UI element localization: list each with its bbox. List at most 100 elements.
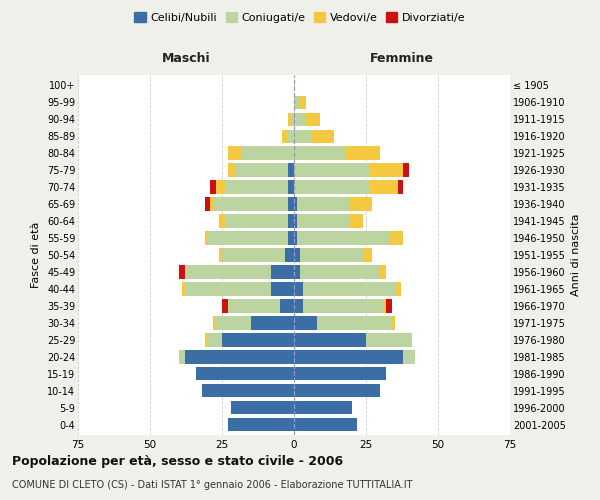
Bar bbox=[294, 384, 380, 398]
Bar bbox=[271, 266, 294, 278]
Bar bbox=[288, 214, 294, 228]
Text: COMUNE DI CLETO (CS) - Dati ISTAT 1° gennaio 2006 - Elaborazione TUTTITALIA.IT: COMUNE DI CLETO (CS) - Dati ISTAT 1° gen… bbox=[12, 480, 413, 490]
Bar bbox=[297, 232, 389, 244]
Bar bbox=[363, 248, 372, 262]
Bar bbox=[230, 401, 294, 414]
Bar bbox=[311, 130, 334, 143]
Bar bbox=[216, 316, 251, 330]
Bar bbox=[288, 112, 291, 126]
Bar bbox=[222, 300, 228, 312]
Bar bbox=[294, 232, 297, 244]
Bar bbox=[211, 180, 216, 194]
Bar bbox=[225, 214, 288, 228]
Bar bbox=[291, 112, 294, 126]
Bar bbox=[346, 146, 380, 160]
Bar bbox=[297, 198, 349, 210]
Bar bbox=[366, 334, 412, 346]
Bar bbox=[294, 282, 302, 296]
Bar bbox=[386, 300, 392, 312]
Bar bbox=[286, 248, 294, 262]
Bar bbox=[222, 248, 286, 262]
Bar bbox=[294, 164, 369, 176]
Bar bbox=[208, 232, 288, 244]
Bar bbox=[185, 282, 271, 296]
Text: Femmine: Femmine bbox=[370, 52, 434, 65]
Bar bbox=[294, 401, 352, 414]
Bar bbox=[251, 316, 294, 330]
Bar bbox=[294, 130, 311, 143]
Bar bbox=[294, 112, 305, 126]
Bar bbox=[288, 180, 294, 194]
Bar bbox=[271, 282, 294, 296]
Bar bbox=[317, 316, 392, 330]
Bar bbox=[302, 282, 395, 296]
Bar bbox=[294, 248, 300, 262]
Bar bbox=[294, 214, 297, 228]
Bar bbox=[196, 367, 294, 380]
Bar bbox=[214, 198, 288, 210]
Bar bbox=[380, 266, 386, 278]
Bar bbox=[228, 300, 280, 312]
Y-axis label: Fasce di età: Fasce di età bbox=[31, 222, 41, 288]
Legend: Celibi/Nubili, Coniugati/e, Vedovi/e, Divorziati/e: Celibi/Nubili, Coniugati/e, Vedovi/e, Di… bbox=[130, 8, 470, 28]
Bar bbox=[294, 418, 358, 432]
Bar bbox=[294, 96, 300, 109]
Bar bbox=[242, 146, 294, 160]
Bar bbox=[398, 180, 403, 194]
Bar bbox=[228, 146, 242, 160]
Bar bbox=[288, 164, 294, 176]
Y-axis label: Anni di nascita: Anni di nascita bbox=[571, 214, 581, 296]
Bar bbox=[225, 180, 288, 194]
Bar bbox=[205, 232, 208, 244]
Bar bbox=[305, 112, 320, 126]
Bar bbox=[214, 316, 216, 330]
Bar bbox=[389, 232, 403, 244]
Bar bbox=[300, 248, 363, 262]
Bar bbox=[300, 96, 305, 109]
Bar bbox=[294, 300, 302, 312]
Bar bbox=[300, 266, 380, 278]
Bar bbox=[219, 214, 225, 228]
Bar bbox=[211, 198, 214, 210]
Bar bbox=[294, 334, 366, 346]
Bar bbox=[288, 198, 294, 210]
Bar bbox=[369, 180, 398, 194]
Bar bbox=[403, 350, 415, 364]
Bar bbox=[369, 164, 403, 176]
Bar bbox=[283, 130, 288, 143]
Bar bbox=[236, 164, 288, 176]
Text: Maschi: Maschi bbox=[161, 52, 211, 65]
Bar bbox=[179, 350, 185, 364]
Bar bbox=[349, 214, 363, 228]
Bar bbox=[392, 316, 395, 330]
Bar bbox=[219, 248, 222, 262]
Bar bbox=[294, 316, 317, 330]
Bar bbox=[403, 164, 409, 176]
Bar bbox=[294, 350, 403, 364]
Bar bbox=[294, 146, 346, 160]
Bar bbox=[205, 198, 211, 210]
Bar bbox=[294, 367, 386, 380]
Bar bbox=[179, 266, 185, 278]
Bar bbox=[297, 214, 349, 228]
Bar bbox=[395, 282, 401, 296]
Bar bbox=[288, 232, 294, 244]
Bar bbox=[205, 334, 208, 346]
Bar bbox=[294, 266, 300, 278]
Bar bbox=[182, 282, 185, 296]
Bar bbox=[228, 164, 236, 176]
Bar bbox=[222, 334, 294, 346]
Bar bbox=[302, 300, 383, 312]
Text: Popolazione per età, sesso e stato civile - 2006: Popolazione per età, sesso e stato civil… bbox=[12, 455, 343, 468]
Bar bbox=[349, 198, 372, 210]
Bar bbox=[280, 300, 294, 312]
Bar bbox=[185, 350, 294, 364]
Bar bbox=[185, 266, 271, 278]
Bar bbox=[202, 384, 294, 398]
Bar bbox=[383, 300, 386, 312]
Bar bbox=[208, 334, 222, 346]
Bar bbox=[228, 418, 294, 432]
Bar bbox=[294, 198, 297, 210]
Bar bbox=[216, 180, 225, 194]
Bar bbox=[294, 180, 369, 194]
